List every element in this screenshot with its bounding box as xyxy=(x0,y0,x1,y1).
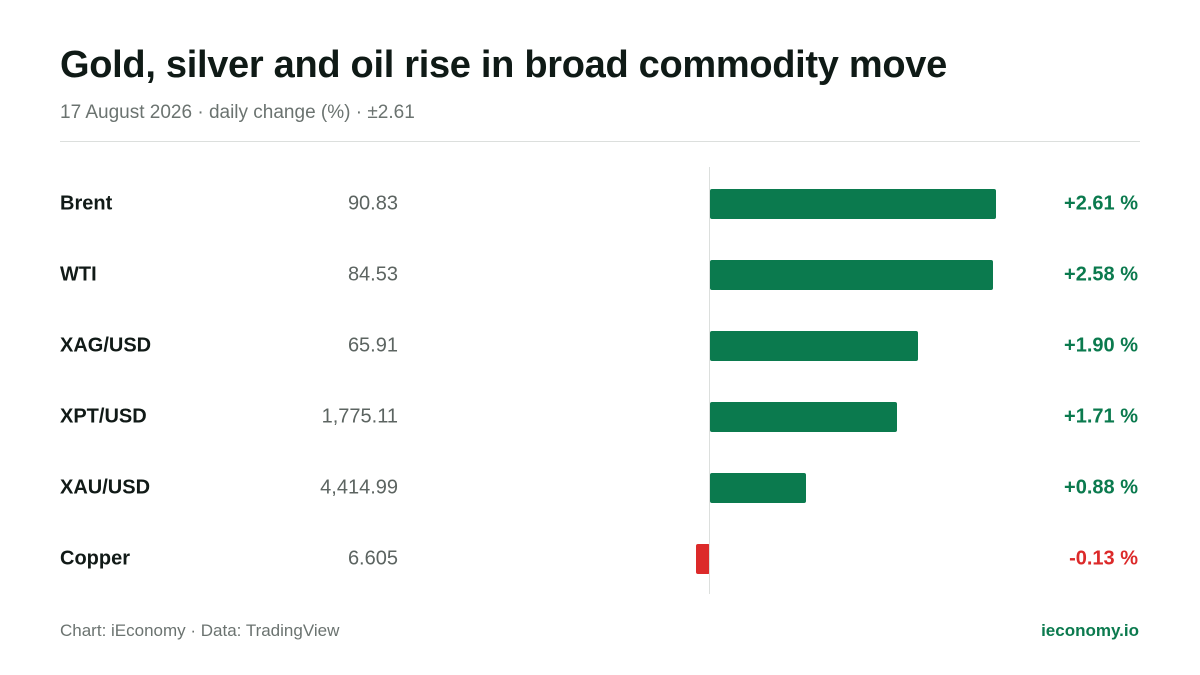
change-bar xyxy=(695,544,710,574)
change-bar xyxy=(710,331,919,361)
commodity-name: XAU/USD xyxy=(60,476,151,499)
chart-subtitle: 17 August 2026 · daily change (%) · ±2.6… xyxy=(60,102,415,123)
table-row: XPT/USD 1,775.11 +1.71 % xyxy=(0,397,1200,437)
change-bar xyxy=(710,473,807,503)
change-bar xyxy=(710,260,993,290)
commodity-name: XPT/USD xyxy=(60,405,147,428)
change-label: +0.88 % xyxy=(1064,476,1138,499)
table-row: WTI 84.53 +2.58 % xyxy=(0,255,1200,295)
chart-title: Gold, silver and oil rise in broad commo… xyxy=(60,44,947,86)
change-bar xyxy=(710,402,898,432)
change-label: +1.71 % xyxy=(1064,405,1138,428)
commodity-price: 65.91 xyxy=(347,334,398,357)
change-label: +1.90 % xyxy=(1064,334,1138,357)
source-note: Chart: iEconomy · Data: TradingView xyxy=(60,621,340,640)
table-row: XAG/USD 65.91 +1.90 % xyxy=(0,326,1200,366)
commodity-name: WTI xyxy=(60,263,97,286)
commodity-price: 1,775.11 xyxy=(321,405,398,428)
change-label: -0.13 % xyxy=(1069,547,1138,570)
change-bar xyxy=(710,189,996,219)
commodity-price: 4,414.99 xyxy=(320,476,398,499)
zero-axis-line xyxy=(709,167,710,594)
commodity-name: Copper xyxy=(60,547,130,570)
change-label: +2.58 % xyxy=(1064,263,1138,286)
brand-link[interactable]: ieconomy.io xyxy=(1041,621,1139,640)
table-row: XAU/USD 4,414.99 +0.88 % xyxy=(0,468,1200,508)
header-divider xyxy=(60,141,1140,142)
commodity-name: Brent xyxy=(60,192,113,215)
commodity-price: 90.83 xyxy=(347,192,398,215)
commodity-price: 6.605 xyxy=(347,547,398,570)
change-label: +2.61 % xyxy=(1064,192,1138,215)
commodity-price: 84.53 xyxy=(347,263,398,286)
table-row: Brent 90.83 +2.61 % xyxy=(0,184,1200,224)
commodity-name: XAG/USD xyxy=(60,334,152,357)
table-row: Copper 6.605 -0.13 % xyxy=(0,539,1200,579)
